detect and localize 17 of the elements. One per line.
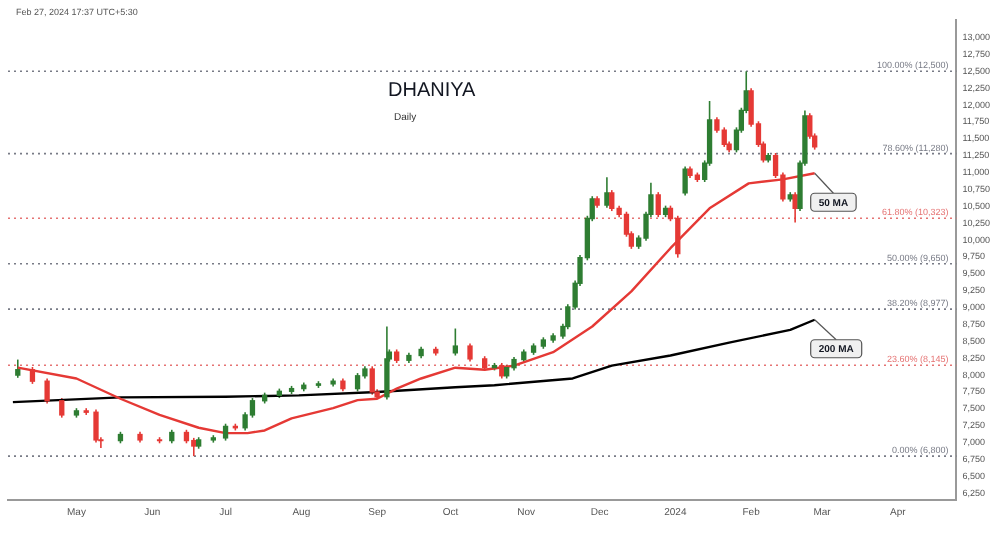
candlestick	[93, 408, 99, 444]
candlestick	[44, 377, 50, 405]
candlestick	[452, 327, 459, 357]
candlestick	[604, 176, 610, 209]
candlestick	[354, 372, 361, 393]
candlestick	[792, 191, 798, 224]
candlestick	[191, 437, 197, 457]
candlestick	[682, 165, 688, 197]
candlestick	[721, 126, 727, 148]
candlestick	[609, 189, 615, 212]
candlestick	[369, 365, 375, 396]
candlestick	[59, 397, 65, 419]
text: DHANIYA	[388, 80, 477, 102]
candlestick	[15, 358, 21, 379]
candlestick	[655, 191, 661, 218]
candlestick	[467, 342, 473, 363]
candlestick	[675, 214, 681, 259]
